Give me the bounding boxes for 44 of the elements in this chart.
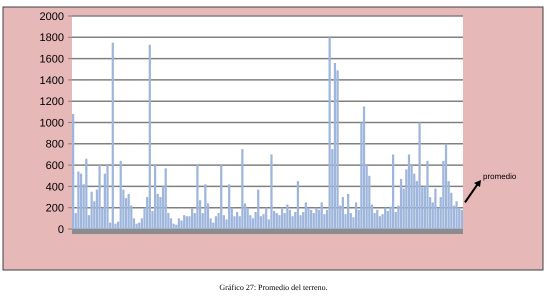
bar: [112, 42, 114, 229]
bar: [85, 158, 88, 229]
bar: [342, 197, 344, 229]
y-tick-label: 800: [46, 138, 64, 151]
bar: [265, 208, 268, 229]
y-tick-label: 1600: [40, 53, 64, 66]
bar: [347, 194, 350, 229]
y-tick-label: 2000: [40, 10, 64, 23]
bar: [120, 160, 122, 229]
bar: [204, 184, 206, 229]
bar: [384, 208, 386, 229]
bar: [280, 208, 284, 229]
bar: [186, 216, 188, 229]
bar: [164, 168, 167, 229]
bar: [257, 190, 260, 229]
bar: [246, 208, 249, 229]
bar: [138, 222, 140, 229]
bar: [328, 37, 331, 229]
bar: [315, 208, 318, 229]
bar: [183, 215, 186, 229]
y-tick-label: 0: [58, 224, 64, 236]
text: promedio: [483, 172, 517, 181]
y-tick-label: 400: [46, 181, 64, 194]
y-tick-label: 600: [46, 160, 64, 172]
bar: [128, 194, 130, 229]
bar: [220, 165, 222, 229]
bar: [214, 216, 218, 229]
y-tick-label: 1800: [40, 32, 64, 44]
bar: [304, 202, 307, 229]
bar: [228, 184, 230, 229]
y-tick-label: 1000: [40, 117, 64, 130]
bar: [276, 213, 278, 229]
bar: [310, 210, 312, 229]
y-tick-label: 1400: [40, 74, 64, 87]
bar: [148, 44, 151, 229]
bar: [286, 204, 288, 229]
bar: [386, 210, 389, 229]
y-tick-label: 1200: [40, 96, 64, 108]
bar: [376, 210, 378, 229]
bar: [90, 192, 93, 229]
y-tick-label: 200: [46, 202, 64, 215]
text: Gráfico 27: Promedio del terreno.: [219, 283, 328, 292]
bar: [191, 208, 194, 229]
bar: [320, 202, 323, 229]
